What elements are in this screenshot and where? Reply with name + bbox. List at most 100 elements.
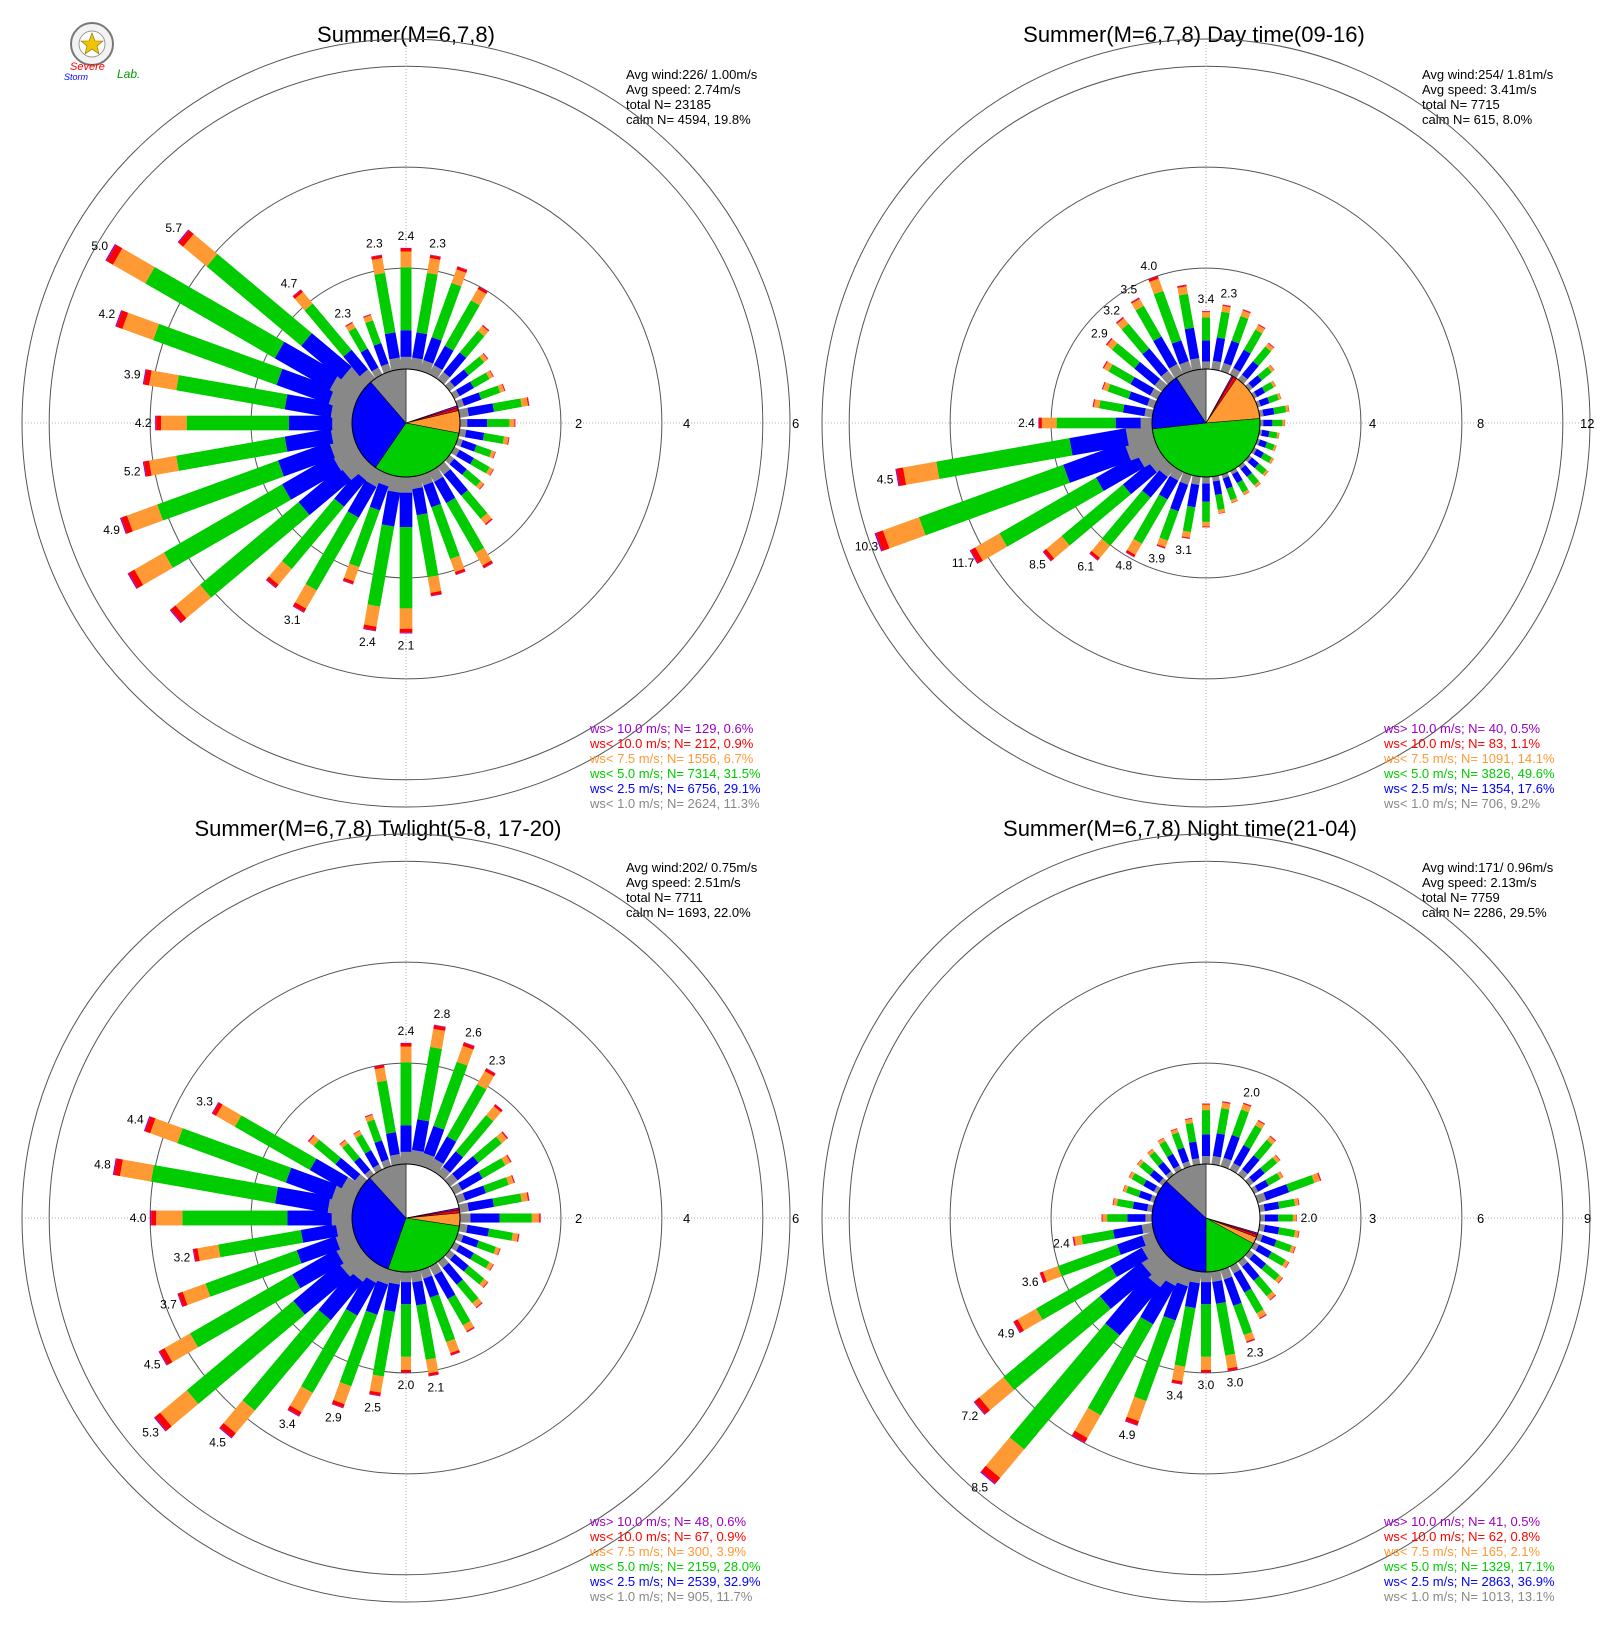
bar-segment-ws_lt_2_5 [364,1150,380,1168]
bar-segment-ws_lt_5 [1278,1214,1293,1222]
bar-segment-ws_lt_1 [1230,468,1238,475]
bar-segment-ws_lt_5 [1099,400,1125,413]
bar-segment-ws_lt_1 [1237,374,1248,385]
bar-segment-ws_lt_2_5 [400,1125,412,1152]
bar-segment-ws_gt_10 [112,1158,117,1176]
bar-segment-ws_lt_7_5 [1157,537,1168,548]
bar-segment-ws_lt_5 [1101,490,1151,546]
bar-segment-ws_lt_10 [400,248,412,252]
stat-total-n: total N= 7759 [1422,890,1500,905]
panel-title: Summer(M=6,7,8) Twlight(5-8, 17-20) [194,816,561,841]
wind-bar-5 [444,352,489,392]
bar-segment-ws_lt_2_5 [1069,428,1129,456]
bar-value-label: 3.7 [160,1297,177,1311]
bar-segment-ws_lt_10 [1257,324,1266,329]
legend-entry: ws< 2.5 m/s; N= 1354, 17.6% [1383,781,1555,796]
legend-entry: ws< 5.0 m/s; N= 2159, 28.0% [589,1559,761,1574]
bar-segment-ws_lt_5 [1260,1157,1278,1174]
bar-segment-ws_lt_10 [339,1139,346,1145]
bar-value-label: 2.3 [489,1053,506,1067]
rose-value-labels: 2.4 2.3 2.1 2.4 3.1 4.9 5.2 4.2 3.9 4.2 5.0 5.7 4.7 2… [91,221,446,652]
bar-segment-ws_lt_5 [1202,501,1210,522]
ring-label: 4 [683,1211,690,1226]
bar-segment-ws_lt_2_5 [423,1275,439,1298]
bar-segment-ws_gt_10 [1222,1101,1231,1103]
bar-segment-ws_lt_10 [429,255,441,260]
bar-value-label: 4.8 [94,1157,111,1171]
bar-segment-ws_lt_10 [514,419,516,427]
stat-total-n: total N= 23185 [626,97,711,112]
wind-bar-9 [459,1213,541,1223]
bar-segment-ws_lt_1 [1140,417,1152,429]
bar-segment-ws_lt_7_5 [400,251,412,268]
bar-segment-ws_lt_2_5 [1261,429,1270,438]
bar-segment-ws_lt_2_5 [434,1136,457,1164]
bar-segment-ws_lt_7_5 [1200,1356,1212,1370]
bar-segment-ws_lt_5 [1231,1109,1249,1138]
bar-segment-ws_lt_2_5 [456,449,474,465]
bar-value-label: 2.1 [428,1380,445,1394]
bar-segment-ws_lt_2_5 [347,480,377,518]
bar-segment-ws_lt_1 [1258,1204,1265,1213]
bar-segment-ws_lt_10 [1279,1171,1284,1178]
bar-segment-ws_lt_2_5 [275,1186,331,1213]
wind-bar-34 [364,1113,392,1169]
bar-segment-ws_lt_1 [444,381,455,392]
wind-bar-9 [1259,419,1286,427]
bar-segment-ws_gt_10 [493,451,496,459]
bar-segment-ws_lt_2_5 [1063,442,1131,483]
bar-segment-ws_lt_1 [1200,1272,1212,1283]
bar-segment-ws_lt_10 [1272,380,1277,387]
bar-segment-ws_lt_10 [1181,536,1190,539]
bar-segment-ws_lt_7_5 [1102,1214,1108,1222]
bar-segment-ws_lt_5 [1252,346,1272,367]
bar-segment-ws_lt_5 [416,272,438,335]
bar-segment-ws_lt_5 [456,1279,479,1304]
bar-segment-ws_lt_10 [450,1349,460,1356]
bar-segment-ws_lt_5 [1268,431,1278,439]
bar-segment-ws_lt_1 [460,419,468,427]
bar-segment-ws_lt_5 [399,527,413,609]
legend-entry: ws< 1.0 m/s; N= 905, 11.7% [589,1589,753,1604]
bar-value-label: 4.0 [130,1211,147,1225]
bar-segment-ws_lt_5 [376,1080,396,1134]
ring-label: 6 [792,416,799,431]
bar-segment-ws_gt_10 [478,286,488,292]
bar-segment-ws_gt_10 [483,352,489,359]
bar-segment-ws_lt_7_5 [1116,318,1129,330]
bar-segment-ws_gt_10 [1102,360,1107,369]
bar-segment-ws_lt_10 [875,530,890,552]
wind-bar-31 [307,1134,368,1187]
bar-segment-ws_gt_10 [155,415,157,431]
wind-bar-17 [1211,475,1226,514]
bar-segment-ws_lt_10 [151,1210,157,1226]
bar-segment-ws_lt_2_5 [1233,1144,1251,1167]
bar-segment-ws_lt_5 [1278,1198,1296,1209]
bar-segment-ws_lt_2_5 [1254,387,1266,398]
bar-segment-ws_lt_7_5 [156,1210,183,1226]
bar-segment-ws_lt_7_5 [1184,1118,1194,1125]
bar-segment-ws_lt_10 [484,1068,496,1077]
bar-segment-ws_gt_10 [527,1192,530,1201]
bar-segment-ws_lt_10 [1092,399,1096,408]
bar-segment-ws_lt_7_5 [472,1298,482,1308]
bar-segment-ws_lt_7_5 [1202,312,1210,318]
bar-segment-ws_lt_2_5 [423,481,441,508]
bar-segment-ws_lt_10 [143,460,152,477]
bar-segment-ws_lt_2_5 [1222,476,1233,489]
bar-value-label: 2.1 [398,638,415,652]
bar-segment-ws_lt_1 [458,428,467,438]
bar-segment-ws_lt_10 [501,1131,508,1139]
bar-segment-ws_lt_5 [242,1309,331,1411]
bar-segment-ws_gt_10 [119,517,127,535]
bar-segment-ws_lt_2_5 [1201,1134,1211,1157]
bar-segment-ws_lt_2_5 [1254,1179,1269,1192]
pie-outline [351,368,461,478]
bar-segment-ws_lt_7_5 [479,353,488,363]
bar-segment-ws_lt_7_5 [1221,1102,1231,1110]
bar-segment-ws_lt_5 [1061,484,1131,546]
wind-bar-9 [460,419,516,427]
bar-value-label: 2.9 [325,1411,342,1425]
rose-value-labels: 3.4 2.3 3.1 3.9 4.8 6.1 8.5 11.7 10.3 4.5 2.4 2.9 3.… [855,259,1238,573]
bar-segment-ws_lt_10 [1274,445,1277,452]
